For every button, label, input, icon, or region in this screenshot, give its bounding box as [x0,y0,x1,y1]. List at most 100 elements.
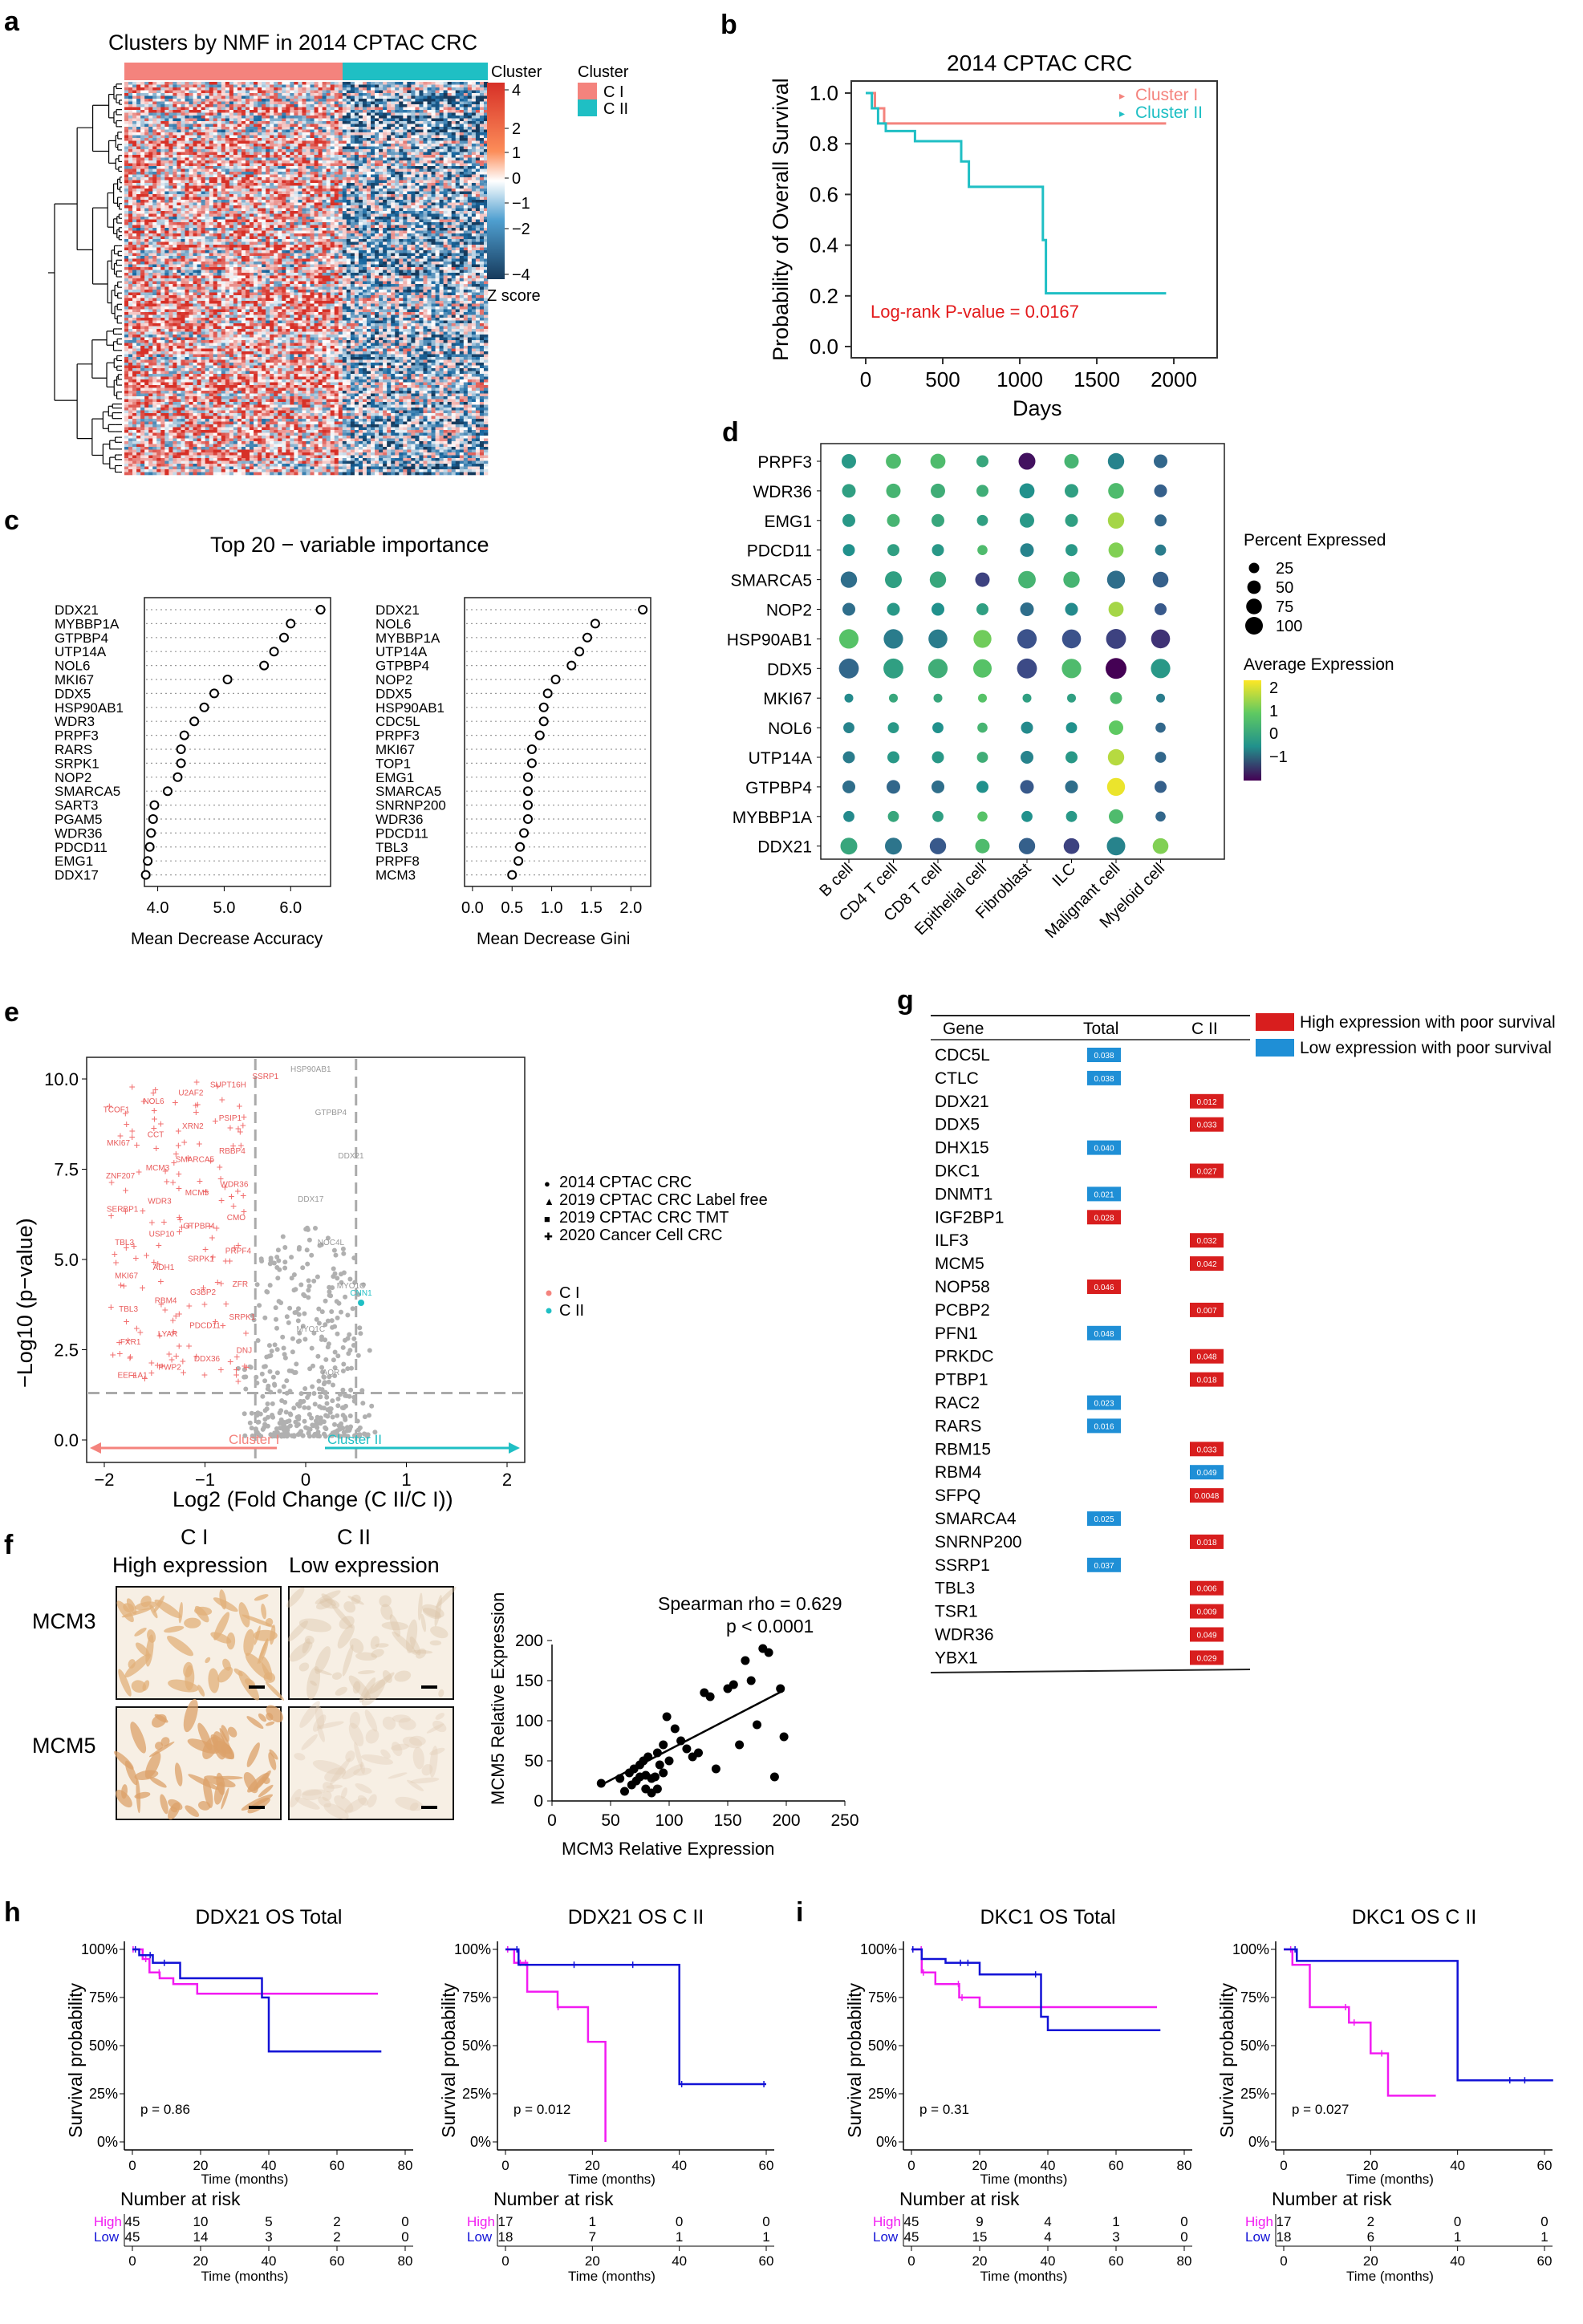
heatmap-cell [375,177,380,180]
heatmap-cell [475,121,481,124]
heatmap-cell [314,129,319,133]
heatmap-cell [152,200,157,203]
heatmap-cell [262,95,266,99]
heatmap-cell [334,189,339,192]
heatmap-cell [241,95,246,99]
heatmap-cell [270,152,274,156]
heatmap-cell [471,132,477,136]
heatmap-cell [407,152,412,156]
heatmap-cell [415,168,420,172]
heatmap-cell [395,118,400,122]
heatmap-cell [350,225,355,229]
heatmap-cell [229,118,234,122]
heatmap-cell [451,191,457,195]
heatmap-cell [423,185,428,189]
heatmap-cell [387,222,392,225]
heatmap-cell [278,160,282,164]
heatmap-cell [342,222,347,225]
heatmap-cell [322,194,327,197]
heatmap-cell [375,172,380,175]
heatmap-cell [298,180,302,184]
heatmap-cell [447,152,452,156]
heatmap-cell [371,213,375,217]
heatmap-cell [152,149,157,152]
heatmap-cell [258,200,262,203]
heatmap-cell [213,87,218,91]
heatmap-cell [298,183,302,186]
heatmap-cell [205,110,209,113]
heatmap-cell [217,183,222,186]
heatmap-cell [439,90,444,94]
heatmap-cell [306,116,311,119]
heatmap-cell [443,163,448,167]
heatmap-cell [379,225,384,229]
heatmap-cell [246,197,250,201]
heatmap-cell [173,144,177,147]
heatmap-cell [128,149,133,152]
heatmap-cell [270,166,274,169]
heatmap-cell [375,217,380,220]
heatmap-cell [375,211,380,214]
heatmap-cell [306,121,311,124]
heatmap-cell [379,177,384,180]
heatmap-cell [314,95,319,99]
heatmap-cell [124,208,129,212]
heatmap-cell [160,163,165,167]
heatmap-cell [459,146,465,150]
heatmap-cell [302,172,306,175]
heatmap-cell [391,172,396,175]
heatmap-cell [225,172,230,175]
heatmap-cell [338,112,343,116]
heatmap-cell [435,152,440,156]
heatmap-cell [447,225,452,229]
heatmap-cell [479,93,485,96]
heatmap-cell [246,110,250,113]
heatmap-cell [246,124,250,128]
heatmap-cell [246,189,250,192]
heatmap-cell [217,222,222,225]
heatmap-cell [298,194,302,197]
heatmap-cell [164,95,169,99]
heatmap-cell [221,107,226,111]
heatmap-cell [415,138,420,141]
heatmap-cell [334,205,339,209]
heatmap-cell [290,160,294,164]
heatmap-cell [346,191,351,195]
heatmap-cell [362,197,367,201]
heatmap-cell [423,112,428,116]
heatmap-cell [338,144,343,147]
heatmap-cell [225,160,230,164]
heatmap-cell [455,121,461,124]
heatmap-cell [258,208,262,212]
heatmap-cell [350,172,355,175]
heatmap-cell [371,138,375,141]
heatmap-cell [189,93,193,96]
heatmap-cell [140,225,145,229]
heatmap-cell [358,219,363,223]
heatmap-cell [290,82,294,85]
heatmap-cell [403,185,408,189]
heatmap-cell [391,138,396,141]
heatmap-cell [371,183,375,186]
heatmap-cell [282,140,286,144]
heatmap-cell [310,155,315,158]
heatmap-cell [193,163,197,167]
heatmap-cell [483,138,489,141]
heatmap-cell [177,116,181,119]
heatmap-cell [387,107,392,111]
heatmap-cell [209,211,214,214]
heatmap-cell [306,163,311,167]
heatmap-cell [306,118,311,122]
heatmap-cell [326,110,331,113]
heatmap-cell [439,180,444,184]
heatmap-cell [459,174,465,178]
heatmap-cell [181,110,185,113]
heatmap-cell [258,121,262,124]
heatmap-cell [217,118,222,122]
heatmap-cell [383,144,388,147]
heatmap-cell [415,101,420,105]
heatmap-cell [262,222,266,225]
heatmap-cell [136,146,141,150]
heatmap-cell [338,127,343,130]
heatmap-cell [371,163,375,167]
